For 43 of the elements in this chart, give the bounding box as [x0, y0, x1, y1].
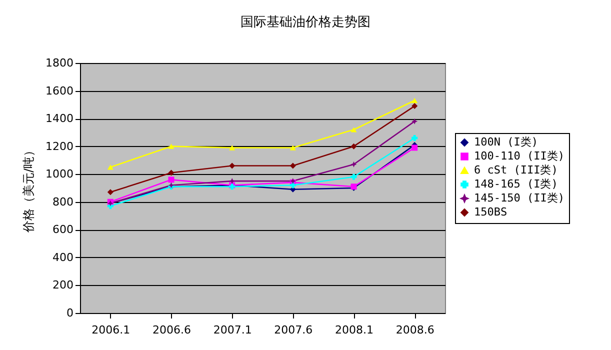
legend-label: 100N (I类) [474, 136, 538, 148]
y-tick-label: 600 [52, 223, 74, 236]
point [290, 145, 296, 150]
x-tick-label: 2007.1 [213, 324, 252, 336]
point [107, 189, 114, 196]
y-tick-label: 1600 [46, 84, 74, 98]
chart-title: 国际基础油价格走势图 [240, 15, 370, 30]
point [412, 144, 418, 151]
point [168, 144, 174, 149]
point [350, 127, 357, 132]
point [350, 174, 357, 180]
y-tick-label: 1000 [46, 168, 74, 181]
legend-label: 6 cSt (III类) [474, 164, 558, 176]
point [107, 164, 114, 170]
y-tick-label: 1400 [46, 112, 74, 126]
legend-label: 150BS [474, 206, 508, 218]
point [290, 182, 296, 188]
point [350, 143, 357, 150]
point [412, 98, 418, 104]
legend-label: 145-150 (II类) [474, 192, 564, 204]
x-tick-label: 2007.6 [274, 324, 313, 336]
point [350, 161, 357, 168]
point [168, 170, 174, 176]
point [229, 162, 236, 169]
point [412, 135, 418, 141]
point [290, 162, 296, 169]
y-tick-label: 0 [66, 306, 74, 320]
point [229, 145, 236, 150]
y-tick-label: 1200 [46, 140, 74, 153]
point [412, 118, 418, 124]
point [412, 103, 418, 110]
y-tick-label: 400 [52, 250, 74, 264]
legend-label: 148-165 (I类) [474, 178, 558, 190]
y-axis-title: 价格（美元/吨） [22, 144, 36, 234]
x-tick-label: 2006.6 [152, 324, 191, 336]
y-tick-label: 800 [52, 195, 74, 208]
x-tick-label: 2006.1 [92, 324, 130, 336]
point [168, 176, 174, 183]
x-tick-label: 2008.1 [335, 324, 374, 336]
x-tick-label: 2008.6 [396, 324, 434, 336]
y-tick-label: 1800 [46, 56, 74, 70]
legend-label: 100-110 (II类) [474, 150, 564, 162]
y-tick-label: 200 [52, 278, 74, 292]
